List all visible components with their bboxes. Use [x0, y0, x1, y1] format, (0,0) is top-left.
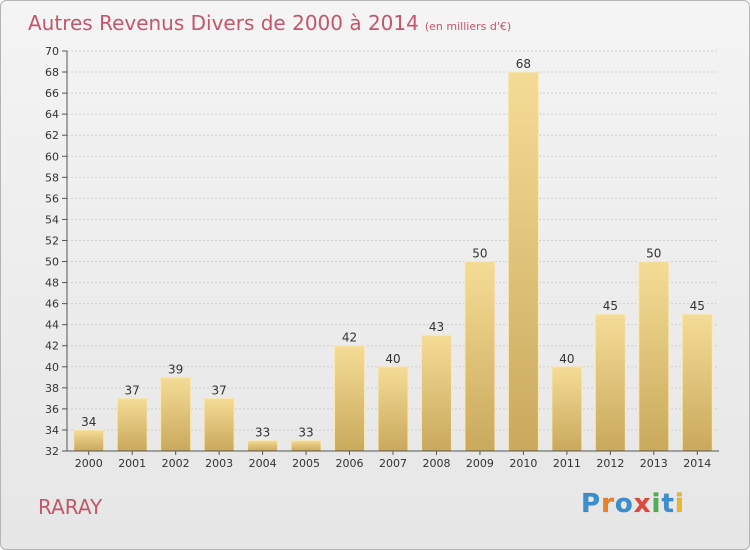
- bar: [681, 313, 713, 452]
- x-tick-label: 2002: [162, 457, 190, 470]
- place-name: RARAY: [38, 495, 103, 519]
- x-tick-label: 2003: [205, 457, 233, 470]
- proxiti-logo[interactable]: Proxiti: [581, 489, 685, 520]
- data-label: 34: [81, 415, 96, 429]
- logo-letter: o: [614, 489, 634, 520]
- chart-title: Autres Revenus Divers de 2000 à 2014 (en …: [28, 11, 511, 35]
- x-tick-label: 2001: [118, 457, 146, 470]
- y-tick-label: 34: [45, 424, 59, 437]
- x-tick-label: 2004: [249, 457, 277, 470]
- data-label: 40: [559, 352, 574, 366]
- bar: [247, 439, 279, 452]
- data-label: 45: [690, 299, 705, 313]
- y-tick-label: 48: [45, 277, 59, 290]
- data-label: 37: [125, 383, 140, 397]
- bar: [551, 366, 583, 452]
- logo-letter: x: [633, 489, 652, 520]
- x-axis: 2000 2001 2002 2003 2004 2005 2006 2007 2008 2009…: [67, 450, 719, 470]
- chart-title-text: Autres Revenus Divers de 2000 à 2014: [28, 11, 419, 35]
- logo-letter: i: [651, 489, 662, 520]
- data-label: 42: [342, 331, 357, 345]
- data-label: 50: [646, 247, 661, 261]
- logo-letter: i: [674, 489, 685, 520]
- x-tick-label: 2006: [336, 457, 364, 470]
- y-tick-label: 60: [45, 150, 59, 163]
- y-tick-label: 58: [45, 171, 59, 184]
- y-axis: 32 34 36 38 40 42 44 46 48 50 52 54 56 58 60 62 64 66 68 70: [45, 45, 68, 458]
- data-label: 43: [429, 320, 444, 334]
- bars: [73, 71, 713, 452]
- bar: [73, 429, 105, 452]
- data-label: 40: [385, 352, 400, 366]
- x-tick-label: 2008: [422, 457, 450, 470]
- bar-chart: 32 34 36 38 40 42 44 46 48 50 52 54 56 58 60 62 64 66 68 70…: [45, 45, 719, 470]
- y-tick-label: 40: [45, 361, 59, 374]
- bar: [116, 397, 148, 452]
- bar: [594, 313, 626, 452]
- logo-letter: r: [601, 489, 615, 520]
- x-tick-label: 2014: [683, 457, 711, 470]
- data-labels: 34 37 39 37 33 33 42 40 43 50 68 40 45 50 45: [81, 57, 705, 439]
- data-label: 37: [211, 383, 226, 397]
- chart-subtitle: (en milliers d'€): [424, 20, 512, 33]
- data-label: 33: [255, 425, 270, 439]
- x-tick-label: 2009: [466, 457, 494, 470]
- data-label: 33: [298, 425, 313, 439]
- x-tick-label: 2000: [75, 457, 103, 470]
- bar: [203, 397, 235, 452]
- bar: [507, 71, 539, 452]
- x-tick-label: 2012: [596, 457, 624, 470]
- y-tick-label: 50: [45, 256, 59, 269]
- y-tick-label: 64: [45, 108, 59, 121]
- y-tick-label: 52: [45, 234, 59, 247]
- bar: [334, 345, 366, 452]
- data-label: 45: [603, 299, 618, 313]
- data-label: 50: [472, 247, 487, 261]
- data-label: 39: [168, 362, 183, 376]
- bar: [290, 439, 322, 452]
- data-label: 68: [516, 57, 531, 71]
- y-tick-label: 54: [45, 213, 59, 226]
- y-tick-label: 36: [45, 403, 59, 416]
- logo-letter: P: [581, 489, 602, 520]
- x-tick-label: 2011: [553, 457, 581, 470]
- x-tick-label: 2007: [379, 457, 407, 470]
- y-tick-label: 68: [45, 66, 59, 79]
- x-tick-label: 2013: [640, 457, 668, 470]
- y-tick-label: 56: [45, 192, 59, 205]
- y-tick-label: 70: [45, 45, 59, 58]
- y-tick-label: 38: [45, 382, 59, 395]
- bar: [464, 261, 496, 452]
- y-tick-label: 32: [45, 445, 59, 458]
- bar: [377, 366, 409, 452]
- bar: [420, 334, 452, 452]
- y-tick-label: 46: [45, 298, 59, 311]
- x-tick-label: 2010: [509, 457, 537, 470]
- y-tick-label: 62: [45, 129, 59, 142]
- bar: [160, 376, 192, 452]
- y-tick-label: 44: [45, 319, 59, 332]
- y-tick-label: 42: [45, 340, 59, 353]
- bar: [638, 261, 670, 452]
- y-tick-label: 66: [45, 87, 59, 100]
- x-tick-label: 2005: [292, 457, 320, 470]
- logo-letter: t: [661, 489, 675, 520]
